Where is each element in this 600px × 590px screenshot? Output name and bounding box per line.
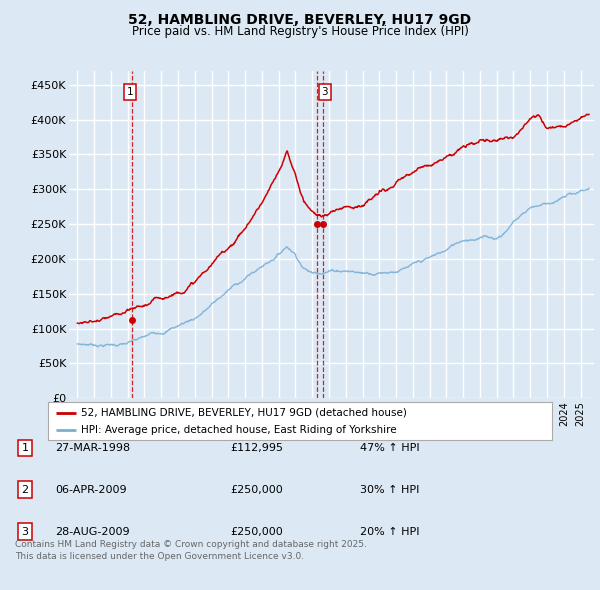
Text: 1: 1 — [22, 443, 29, 453]
Text: HPI: Average price, detached house, East Riding of Yorkshire: HPI: Average price, detached house, East… — [81, 425, 397, 435]
Text: Contains HM Land Registry data © Crown copyright and database right 2025.: Contains HM Land Registry data © Crown c… — [15, 540, 367, 549]
Text: 3: 3 — [322, 87, 328, 97]
Text: £112,995: £112,995 — [230, 443, 283, 453]
Text: 47% ↑ HPI: 47% ↑ HPI — [360, 443, 419, 453]
Text: £250,000: £250,000 — [230, 485, 283, 495]
Text: 28-AUG-2009: 28-AUG-2009 — [55, 527, 130, 537]
Text: Price paid vs. HM Land Registry's House Price Index (HPI): Price paid vs. HM Land Registry's House … — [131, 25, 469, 38]
Text: 20% ↑ HPI: 20% ↑ HPI — [360, 527, 419, 537]
Text: 52, HAMBLING DRIVE, BEVERLEY, HU17 9GD (detached house): 52, HAMBLING DRIVE, BEVERLEY, HU17 9GD (… — [81, 408, 407, 418]
Text: 30% ↑ HPI: 30% ↑ HPI — [360, 485, 419, 495]
Text: 27-MAR-1998: 27-MAR-1998 — [55, 443, 130, 453]
Text: 1: 1 — [127, 87, 133, 97]
Text: 06-APR-2009: 06-APR-2009 — [55, 485, 127, 495]
Text: £250,000: £250,000 — [230, 527, 283, 537]
Text: 3: 3 — [22, 527, 29, 537]
Text: This data is licensed under the Open Government Licence v3.0.: This data is licensed under the Open Gov… — [15, 552, 304, 560]
Text: 2: 2 — [22, 485, 29, 495]
Text: 52, HAMBLING DRIVE, BEVERLEY, HU17 9GD: 52, HAMBLING DRIVE, BEVERLEY, HU17 9GD — [128, 13, 472, 27]
